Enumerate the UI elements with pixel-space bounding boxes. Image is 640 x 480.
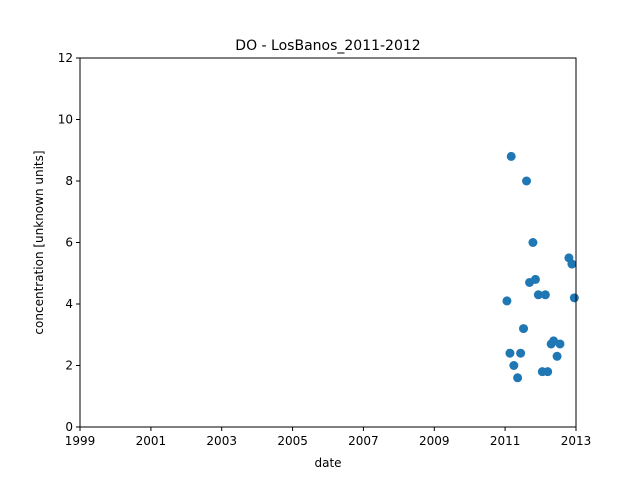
data-point <box>530 274 540 284</box>
y-tick-label: 4 <box>65 297 73 311</box>
x-tick-label: 2001 <box>136 434 167 448</box>
data-point <box>513 373 523 383</box>
data-point <box>522 176 532 186</box>
data-point <box>569 293 579 303</box>
x-axis-label: date <box>314 456 341 470</box>
data-point <box>519 324 529 334</box>
data-point <box>540 290 550 300</box>
data-point <box>505 348 515 358</box>
data-point <box>552 351 562 361</box>
data-points <box>502 151 579 383</box>
data-point <box>502 296 512 306</box>
x-tick-label: 2005 <box>277 434 308 448</box>
data-point <box>533 290 543 300</box>
y-tick-label: 6 <box>65 236 73 250</box>
x-tick-label: 2013 <box>561 434 592 448</box>
y-axis-ticks: 0 2 4 6 8 10 12 <box>58 51 80 434</box>
y-tick-label: 12 <box>58 51 73 65</box>
plot-frame <box>79 57 577 428</box>
chart-title: DO - LosBanos_2011-2012 <box>235 38 420 54</box>
y-axis-label: concentration [unknown units] <box>32 150 46 334</box>
x-tick-label: 1999 <box>65 434 96 448</box>
x-axis-ticks: 1999 2001 2003 2005 2007 2009 2011 2013 <box>65 427 592 448</box>
y-tick-label: 0 <box>65 420 73 434</box>
x-tick-label: 2003 <box>206 434 237 448</box>
data-point <box>555 339 565 349</box>
data-point <box>543 367 553 377</box>
x-tick-label: 2009 <box>419 434 450 448</box>
y-tick-label: 8 <box>65 174 73 188</box>
data-point <box>509 361 519 370</box>
x-tick-label: 2007 <box>348 434 379 448</box>
x-tick-label: 2011 <box>490 434 521 448</box>
data-point <box>516 348 526 358</box>
data-point <box>567 259 577 269</box>
y-tick-label: 10 <box>58 113 73 127</box>
data-point <box>528 238 538 247</box>
y-tick-label: 2 <box>65 359 73 373</box>
data-point <box>506 151 516 161</box>
